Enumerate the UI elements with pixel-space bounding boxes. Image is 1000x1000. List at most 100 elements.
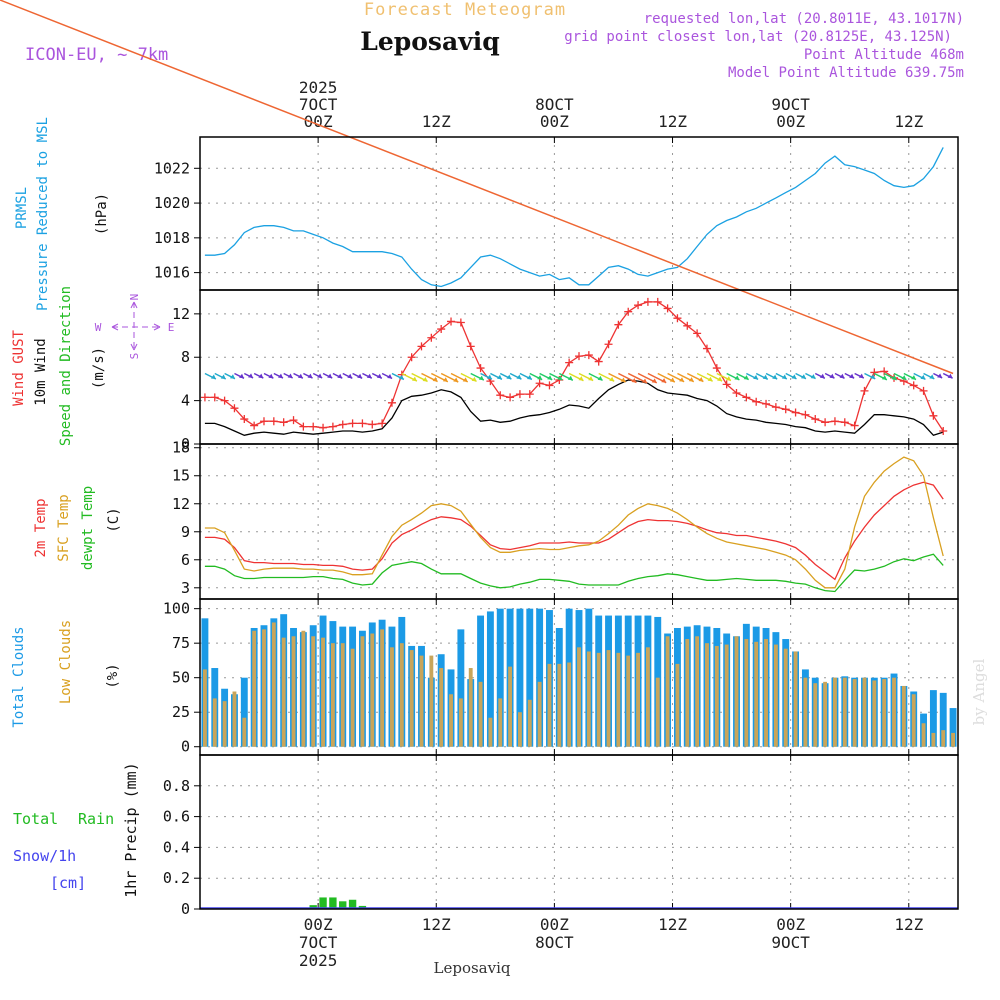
low-cloud-bar: [754, 641, 759, 747]
low-cloud-bar: [921, 723, 926, 747]
top-time-label: 7OCT: [299, 95, 338, 114]
gust-marker: [781, 405, 790, 414]
wind-direction-arrowhead: [669, 377, 675, 383]
wind-panel: 0 4 8 12: [0, 0, 958, 453]
top-time-label: 12Z: [422, 112, 451, 131]
wind-direction-arrowhead: [432, 377, 438, 382]
gust-marker: [919, 386, 928, 395]
y-tick-label: 75: [172, 634, 190, 652]
wind-direction-arrowhead: [453, 377, 459, 383]
plot-panels: 1016101810201022048123691215180255075100…: [0, 0, 959, 918]
pressure-labels: PRMSL Pressure Reduced to MSL (hPa): [14, 117, 110, 311]
wind-direction-arrowhead: [567, 375, 573, 381]
low-cloud-bar: [340, 643, 345, 747]
wind-direction-arrowhead: [762, 374, 768, 380]
wind-direction-arrowhead: [849, 373, 855, 379]
wind-direction-arrowhead: [376, 373, 382, 379]
prmsl-label: PRMSL: [14, 187, 30, 229]
y-tick-label: 100: [163, 600, 190, 618]
wind-direction-arrowhead: [679, 377, 685, 382]
low-cloud-bar: [409, 650, 414, 747]
top-time-label: 00Z: [776, 112, 805, 131]
low-cloud-bar: [892, 677, 896, 747]
model-label: ICON-EU, ~ 7km: [25, 45, 168, 65]
wind-10m-label: 10m Wind: [33, 338, 49, 405]
wind-labels: Wind GUST 10m Wind Speed and Direction (…: [11, 286, 174, 446]
low-cloud-bar: [695, 636, 700, 747]
y-tick-label: 9: [181, 523, 190, 541]
footer-location: Leposaviq: [434, 959, 511, 977]
gust-marker: [545, 381, 554, 390]
wind-direction-arrowhead: [631, 378, 637, 383]
pressure-unit-label: (hPa): [94, 193, 110, 235]
gust-marker: [506, 393, 515, 402]
wind-direction-arrowhead: [297, 373, 303, 379]
wind-direction-arrowhead: [307, 373, 313, 379]
y-tick-label: 1022: [154, 159, 190, 177]
gust-marker: [653, 297, 662, 306]
low-cloud-bar: [439, 668, 444, 747]
gust-marker: [939, 426, 948, 435]
y-tick-label: 12: [172, 495, 190, 513]
low-cloud-bar: [626, 655, 631, 747]
wind-direction-arrowhead: [642, 378, 648, 383]
total-cloud-bar: [486, 611, 494, 747]
sfc-temp-label: SFC Temp: [56, 494, 72, 561]
bottom-time-label: 7OCT: [299, 933, 338, 952]
wind-direction-arrowhead: [891, 375, 897, 380]
low-cloud-bar: [862, 677, 867, 747]
gust-marker: [752, 397, 761, 406]
low-cloud-bar: [311, 636, 316, 747]
wind-direction-arrowhead: [947, 373, 953, 379]
wind-direction-arrowhead: [920, 374, 926, 380]
low-cloud-bar: [518, 712, 522, 747]
precip-labels: Total Rain Snow/1h [cm] 1hr Precip (mm): [13, 762, 140, 897]
gust-marker: [456, 318, 465, 327]
wind-direction-arrowhead: [317, 373, 323, 378]
wind-direction-arrowhead: [557, 375, 563, 380]
y-tick-label: 0.8: [163, 777, 190, 795]
low-cloud-bar: [291, 636, 296, 747]
low-cloud-bar: [685, 639, 690, 747]
y-tick-label: 1020: [154, 194, 190, 212]
clouds-panel: 0 25 50 75 100: [163, 599, 958, 756]
low-cloud-bar: [705, 643, 709, 747]
wind-direction-arrowhead: [597, 375, 603, 381]
low-cloud-bar: [852, 679, 857, 747]
gust-marker: [663, 304, 672, 313]
gust-marker: [614, 320, 623, 329]
gust-marker: [496, 391, 505, 400]
wind-direction-arrowhead: [698, 377, 704, 382]
low-cloud-bar: [360, 636, 365, 747]
low-cloud-bar: [429, 655, 434, 747]
total-cloud-bar: [457, 629, 465, 747]
low-cloud-bar: [232, 691, 237, 747]
top-time-label: 00Z: [304, 112, 333, 131]
bottom-time-label: 12Z: [422, 915, 451, 934]
wind-direction-arrowhead: [781, 374, 787, 379]
wind-direction-arrowhead: [800, 374, 806, 379]
low-cloud-bar: [547, 663, 552, 747]
wind-direction-arrowhead: [609, 376, 615, 382]
low-cloud-bar: [567, 662, 572, 747]
y-tick-label: 6: [181, 551, 190, 569]
low-cloud-bar: [882, 679, 887, 747]
low-cloud-bar: [212, 698, 217, 747]
low-cloud-bar: [616, 652, 621, 747]
gust-marker: [624, 307, 633, 316]
gust-marker: [732, 389, 741, 398]
top-time-label: 2025: [299, 78, 338, 97]
wind-direction-arrowhead: [506, 374, 512, 380]
wind-direction-arrowhead: [819, 373, 825, 379]
y-tick-label: 1016: [154, 264, 190, 282]
gust-marker: [210, 393, 219, 402]
low-cloud-bar: [734, 636, 739, 747]
low-cloud-bar: [596, 652, 601, 747]
y-tick-label: 3: [181, 579, 190, 597]
gust-marker: [289, 416, 298, 425]
wind-direction-arrowhead: [870, 374, 876, 379]
low-cloud-bar: [901, 685, 906, 747]
low-cloud-bar: [675, 663, 680, 747]
temp2m-label: 2m Temp: [33, 498, 49, 557]
